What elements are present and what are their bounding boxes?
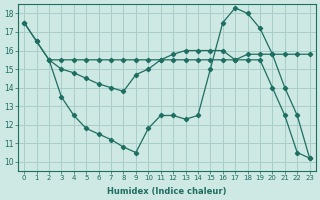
X-axis label: Humidex (Indice chaleur): Humidex (Indice chaleur) [107, 187, 227, 196]
